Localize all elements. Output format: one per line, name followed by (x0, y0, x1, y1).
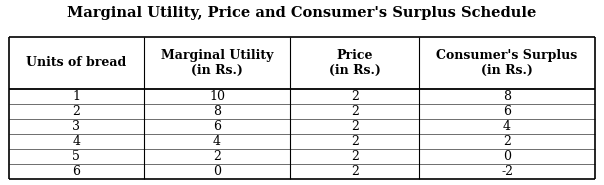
Text: 2: 2 (351, 90, 359, 103)
Text: Consumer's Surplus
(in Rs.): Consumer's Surplus (in Rs.) (437, 49, 577, 77)
Text: 2: 2 (503, 135, 511, 148)
Text: 6: 6 (72, 165, 80, 178)
Text: 2: 2 (351, 165, 359, 178)
Text: 3: 3 (72, 120, 80, 133)
Text: 2: 2 (72, 105, 80, 118)
Text: 6: 6 (213, 120, 221, 133)
Text: Marginal Utility
(in Rs.): Marginal Utility (in Rs.) (161, 49, 273, 77)
Text: Price
(in Rs.): Price (in Rs.) (329, 49, 381, 77)
Text: 2: 2 (351, 150, 359, 163)
Text: Units of bread: Units of bread (27, 56, 127, 69)
Text: 4: 4 (72, 135, 80, 148)
Text: 2: 2 (213, 150, 221, 163)
Text: 2: 2 (351, 120, 359, 133)
Text: 5: 5 (72, 150, 80, 163)
Text: 4: 4 (213, 135, 221, 148)
Text: 0: 0 (503, 150, 511, 163)
Text: 8: 8 (503, 90, 511, 103)
Text: 2: 2 (351, 135, 359, 148)
Text: 1: 1 (72, 90, 80, 103)
Text: 8: 8 (213, 105, 221, 118)
Text: 10: 10 (209, 90, 225, 103)
Text: 6: 6 (503, 105, 511, 118)
Text: Marginal Utility, Price and Consumer's Surplus Schedule: Marginal Utility, Price and Consumer's S… (67, 6, 537, 20)
Text: 0: 0 (213, 165, 221, 178)
Text: 4: 4 (503, 120, 511, 133)
Text: 2: 2 (351, 105, 359, 118)
Text: -2: -2 (501, 165, 513, 178)
